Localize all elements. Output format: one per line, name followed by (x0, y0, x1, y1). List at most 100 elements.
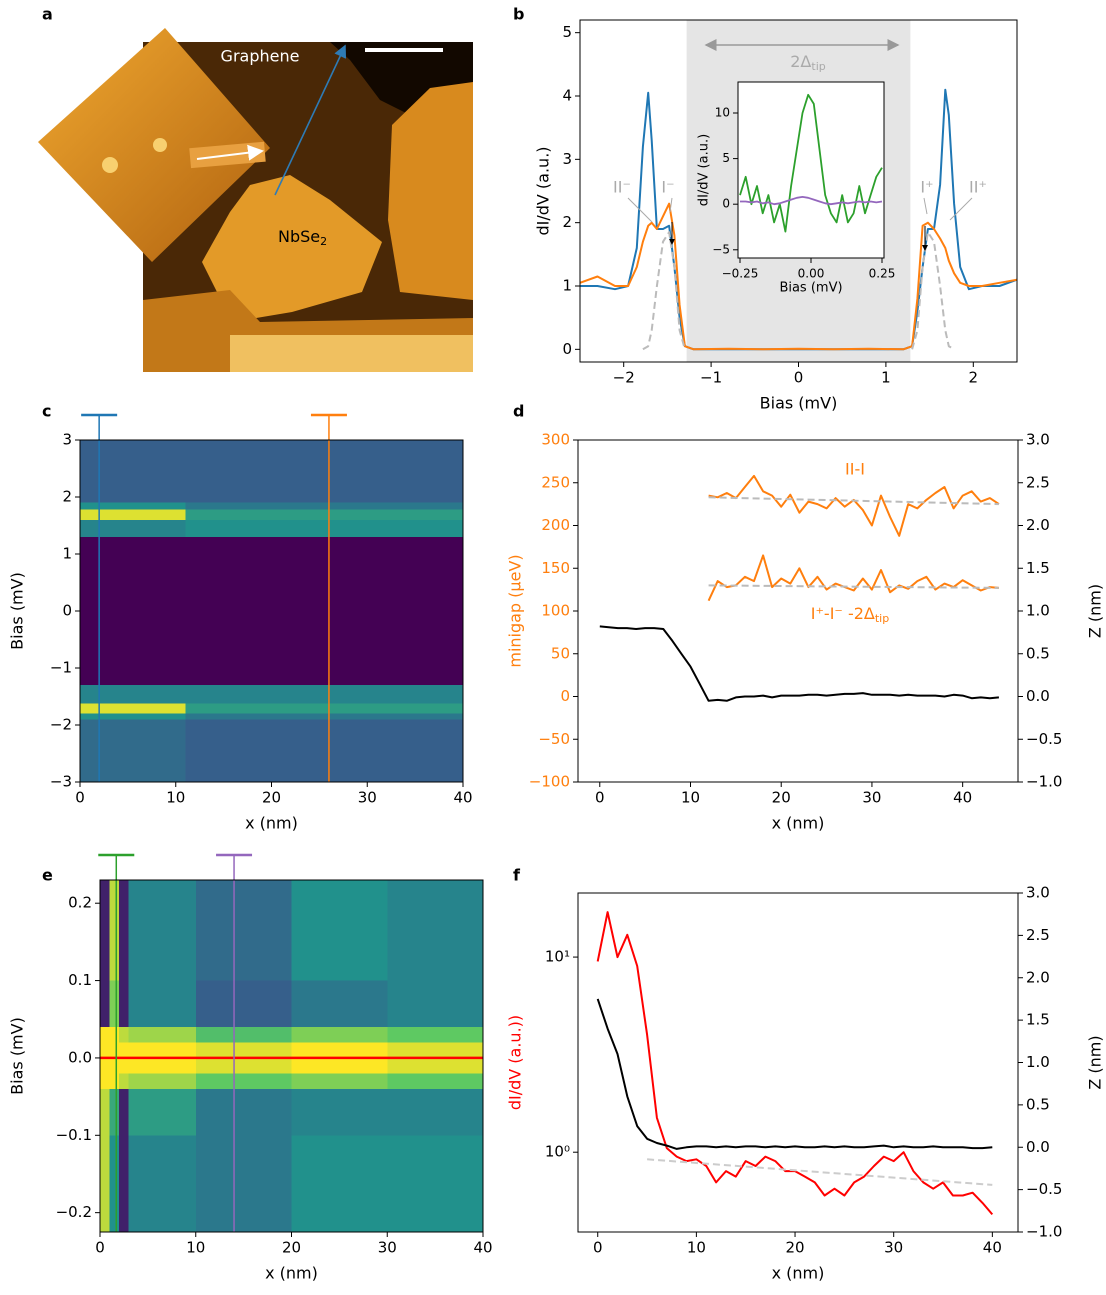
panel-label: d (513, 402, 524, 421)
arrow (196, 144, 264, 161)
y2-tick-label: 1.0 (1026, 1053, 1050, 1071)
x-axis-label: x (nm) (245, 814, 298, 833)
heatmap-cell (195, 980, 292, 1027)
heatmap-cell (119, 880, 129, 981)
heatmap-cell (387, 1073, 483, 1089)
image-feature (153, 138, 167, 152)
y2-tick-label: −0.5 (1026, 730, 1062, 748)
x-tick-label: 10 (687, 1239, 706, 1257)
x-tick-label: 30 (378, 1239, 397, 1257)
y-tick-label: 10 (715, 106, 730, 120)
heatmap-cell (128, 1026, 196, 1043)
x-tick-label: 0 (794, 369, 804, 387)
series-line (739, 93, 883, 233)
heatmap-cell (195, 1026, 292, 1043)
y-tick-label: 3 (562, 150, 572, 168)
y2-tick-label: −0.5 (1026, 1180, 1062, 1198)
heatmap-cell (80, 519, 186, 537)
y-tick-label: 1 (62, 545, 72, 563)
x-tick-label: −2 (613, 369, 635, 387)
y-tick-label: 300 (541, 431, 570, 449)
heatmap-cell (128, 1088, 196, 1136)
y-tick-label: −2 (50, 716, 72, 734)
x-tick-label: 0 (593, 1239, 603, 1257)
series-line (647, 1158, 993, 1186)
series-line (708, 584, 999, 589)
x-tick-label: 40 (983, 1239, 1002, 1257)
image-feature (102, 157, 118, 173)
y-tick-label: 5 (722, 151, 730, 165)
series-line (708, 496, 999, 506)
y2-tick-label: 3.0 (1026, 884, 1050, 902)
series-line (707, 554, 999, 602)
heatmap-cell (109, 1026, 120, 1043)
y-tick-label: −3 (50, 773, 72, 791)
series-line (596, 998, 993, 1150)
x-tick-label: 30 (358, 789, 377, 807)
series-line (708, 474, 1000, 537)
heatmap-cell (291, 980, 388, 1027)
heatmap-cell (195, 1073, 292, 1089)
heatmap-cell (119, 1088, 129, 1136)
y2-tick-label: 0.5 (1026, 1095, 1050, 1113)
x-tick-label: 0 (75, 789, 85, 807)
x-tick-label: −1 (700, 369, 722, 387)
panel-label: b (513, 5, 524, 24)
arrow (274, 44, 347, 196)
heatmap-cell (80, 685, 186, 704)
y-tick-label: −100 (529, 773, 570, 791)
heatmap-cell (80, 440, 186, 503)
heatmap-cell (185, 536, 463, 686)
y-axis-label: Bias (mV) (8, 1017, 27, 1095)
y2-axis-label: Z (nm) (1086, 584, 1105, 638)
stm-image (38, 28, 473, 372)
y2-tick-label: 0.5 (1026, 644, 1050, 662)
y-tick-label: −0.1 (56, 1126, 92, 1144)
y-axis-label: Bias (mV) (8, 572, 27, 650)
leader-line (949, 197, 973, 221)
x-tick-label: 20 (282, 1239, 301, 1257)
y2-tick-label: 1.5 (1026, 559, 1050, 577)
heatmap-cell (119, 1135, 129, 1232)
image-region (388, 82, 473, 300)
series-line (599, 625, 999, 702)
x-axis-label: Bias (mV) (760, 394, 838, 413)
heatmap-cell (195, 1135, 292, 1232)
heatmap-cell (109, 1135, 120, 1232)
heatmap-cell (119, 980, 129, 1027)
heatmap-cell (109, 980, 120, 1027)
heatmap-cell (119, 1073, 129, 1089)
heatmap-cell (387, 1088, 483, 1136)
heatmap-cell (185, 703, 463, 714)
annotation-main: I⁺-I⁻ -2Δ (811, 604, 875, 623)
heatmap-cell (291, 1088, 388, 1136)
heatmap-cell (100, 880, 110, 981)
y-tick-label: 2 (62, 488, 72, 506)
heatmap-cell (100, 1088, 110, 1136)
x-axis-label: Bias (mV) (779, 281, 842, 296)
y-tick-label: −0.2 (56, 1203, 92, 1221)
heatmap-cell (100, 1135, 110, 1232)
panel-label: a (42, 5, 53, 24)
y2-axis-label: Z (nm) (1086, 1035, 1105, 1089)
y-tick-label: −5 (712, 242, 730, 256)
x-tick-label: 0.00 (798, 267, 825, 281)
heatmap-cell (80, 536, 186, 686)
heatmap-cell (100, 1073, 110, 1089)
y-tick-label: 150 (541, 559, 570, 577)
y2-tick-label: 2.0 (1026, 516, 1050, 534)
y-tick-label: 0.1 (68, 971, 92, 989)
heatmap-cell (109, 1088, 120, 1136)
y-tick-label: 250 (541, 473, 570, 491)
heatmap-cell (128, 1073, 196, 1089)
y-tick-label: 200 (541, 516, 570, 534)
x-tick-label: 20 (772, 789, 791, 807)
y2-tick-label: 1.0 (1026, 602, 1050, 620)
y-tick-label: −50 (538, 730, 570, 748)
y-tick-label: 10⁰ (545, 1143, 570, 1161)
y-axis-label: dI/dV (a.u.)) (506, 1015, 525, 1110)
x-tick-label: 0.25 (869, 267, 896, 281)
heatmap-cell (100, 980, 110, 1027)
